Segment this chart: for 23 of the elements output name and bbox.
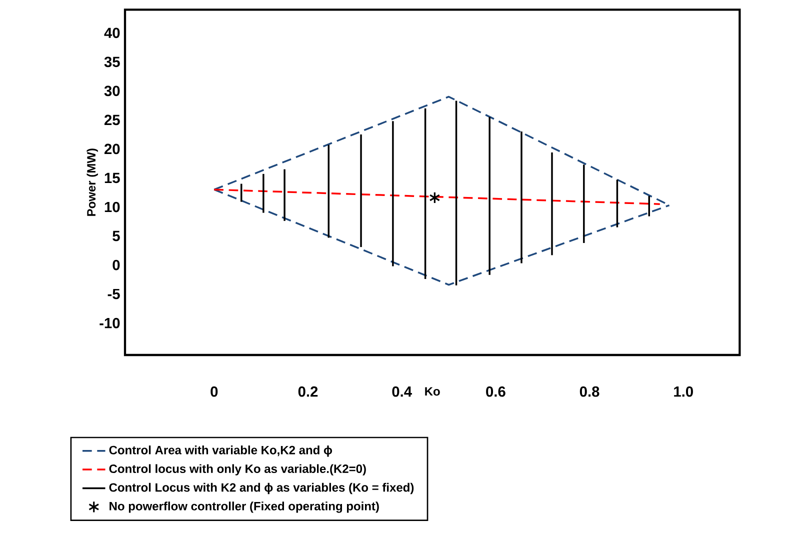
legend-label: Control Locus with K2 and ϕ as variables (Ko = fixed) [109, 482, 414, 494]
y-tick-label: 10 [104, 202, 120, 212]
x-tick-label: 0.6 [486, 386, 506, 397]
y-tick-label: 5 [112, 230, 120, 242]
y-axis-title: Power (MW) [86, 148, 98, 216]
y-tick-label: -10 [100, 318, 120, 328]
y-tick-label: 30 [104, 86, 120, 96]
y-tick-label: 25 [104, 114, 120, 126]
legend-label: Control locus with only Ko as variable.(K2=0) [109, 464, 366, 476]
y-tick-label: 40 [104, 28, 120, 38]
x-tick-label: 1.0 [674, 386, 693, 397]
x-tick-label: 0.4 [392, 386, 412, 397]
x-tick-label: 0 [210, 386, 218, 397]
x-tick-label: 0.2 [298, 386, 318, 397]
y-tick-label: 35 [104, 56, 120, 68]
x-axis-title: Ko [425, 387, 440, 396]
y-tick-label: 0 [112, 260, 120, 270]
x-tick-label: 0.8 [580, 386, 600, 397]
legend-label: Control Area with variable Ko,K2 and ϕ [109, 446, 332, 457]
y-tick-label: 15 [104, 172, 120, 184]
y-tick-label: 20 [104, 144, 120, 154]
legend-label: No powerflow controller (Fixed operating point) [110, 502, 379, 513]
y-tick-label: -5 [108, 288, 120, 300]
